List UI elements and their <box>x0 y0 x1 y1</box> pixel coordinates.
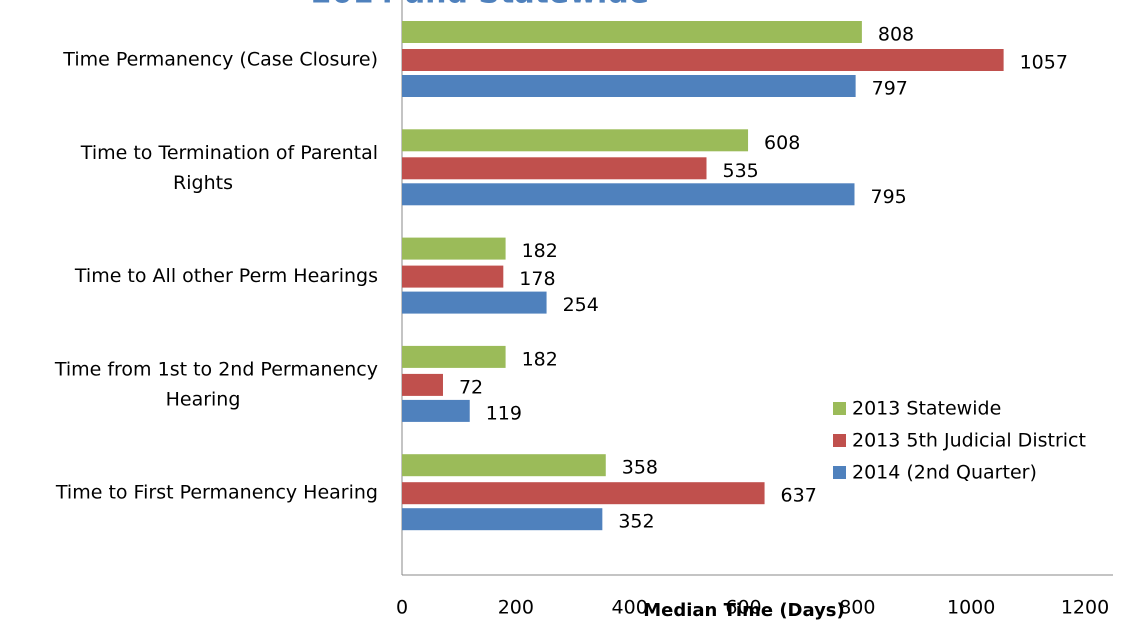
value-label: 254 <box>563 294 599 316</box>
bar <box>402 345 506 368</box>
x-tick-label: 1200 <box>1061 597 1109 619</box>
legend-label: 2013 5th Judicial District <box>852 430 1086 452</box>
x-tick-label: 1000 <box>947 597 995 619</box>
bar <box>402 183 855 206</box>
value-label: 808 <box>878 24 914 46</box>
bar <box>402 508 603 531</box>
x-tick-label: 600 <box>725 597 761 619</box>
bar <box>402 157 707 180</box>
x-tick-label: 800 <box>839 597 875 619</box>
value-label: 119 <box>486 402 522 424</box>
y-tick-label: Time to All other Perm Hearings <box>74 265 378 287</box>
bar <box>402 454 606 477</box>
y-tick-label: Time from 1st to 2nd Permanency <box>54 358 378 380</box>
y-tick-label: Time to Termination of Parental <box>80 142 378 164</box>
legend-swatch <box>833 466 846 479</box>
bar <box>402 482 765 505</box>
value-label: 1057 <box>1020 52 1068 74</box>
value-label: 72 <box>459 376 483 398</box>
bar <box>402 237 506 260</box>
bar <box>402 291 547 314</box>
y-tick-label: Time to First Permanency Hearing <box>55 482 378 504</box>
value-label: 182 <box>522 348 558 370</box>
value-label: 182 <box>522 240 558 262</box>
value-label: 352 <box>618 511 654 533</box>
value-label: 608 <box>764 132 800 154</box>
bar <box>402 399 470 422</box>
bar <box>402 21 862 43</box>
value-label: 358 <box>622 457 658 479</box>
x-tick-label: 0 <box>396 597 408 619</box>
x-tick-label: 400 <box>612 597 648 619</box>
y-tick-label: Rights <box>173 172 233 194</box>
y-tick-label: Time Permanency (Case Closure) <box>62 49 378 71</box>
legend-label: 2013 Statewide <box>852 398 1001 420</box>
bar <box>402 129 749 152</box>
value-label: 795 <box>870 186 906 208</box>
legend-swatch <box>833 434 846 447</box>
value-label: 178 <box>519 268 555 290</box>
y-tick-label: Hearing <box>166 388 241 410</box>
bar <box>402 373 443 396</box>
x-axis-label: Median Time (Days) <box>643 600 845 621</box>
chart-title: 2014 and Statewide <box>311 0 649 11</box>
bar <box>402 265 504 288</box>
legend-label: 2014 (2nd Quarter) <box>852 462 1037 484</box>
value-label: 797 <box>872 78 908 100</box>
bar <box>402 75 856 97</box>
x-tick-label: 200 <box>498 597 534 619</box>
legend-swatch <box>833 402 846 415</box>
value-label: 535 <box>723 160 759 182</box>
value-label: 637 <box>781 485 817 507</box>
bar <box>402 49 1004 71</box>
